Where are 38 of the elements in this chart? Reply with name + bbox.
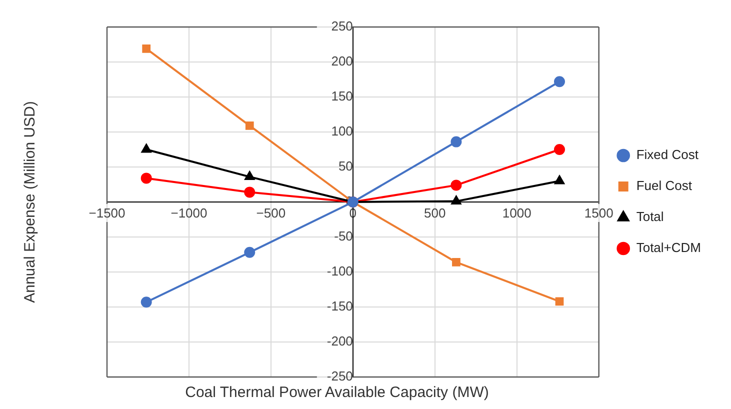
point <box>245 122 254 130</box>
y-tick-label: 250 <box>331 18 353 34</box>
y-tick-label: 150 <box>331 88 353 104</box>
x-tick-label: 1500 <box>584 205 614 220</box>
point <box>452 258 460 266</box>
point <box>450 180 462 191</box>
point <box>141 144 152 153</box>
legend-label: Fixed Cost <box>636 147 699 162</box>
y-tick-label: -50 <box>334 228 353 244</box>
point <box>554 176 564 184</box>
legend-label: Total+CDM <box>636 240 702 256</box>
point <box>244 186 256 198</box>
x-tick-label: 500 <box>424 205 446 220</box>
legend-label: Total <box>636 209 664 224</box>
point <box>244 246 256 258</box>
point <box>450 136 462 148</box>
point <box>142 44 151 53</box>
x-axis-title: Coal Thermal Power Available Capacity (MW) <box>185 384 489 401</box>
y-tick-label: 100 <box>331 124 353 139</box>
y-tick-label: 50 <box>338 158 353 174</box>
point <box>554 144 565 155</box>
legend-label: Fuel Cost <box>636 178 692 194</box>
x-tick-label: −1000 <box>170 205 208 220</box>
x-tick-label: −1500 <box>88 205 126 220</box>
y-tick-label: -250 <box>326 368 353 384</box>
point <box>555 297 564 306</box>
y-tick-label: -200 <box>326 334 353 349</box>
point <box>140 172 152 184</box>
x-tick-label: −500 <box>256 205 286 220</box>
x-tick-label: 1000 <box>502 205 532 220</box>
point <box>244 171 255 180</box>
y-tick-label: -150 <box>326 298 353 314</box>
point <box>140 296 152 308</box>
y-axis-title: Annual Expense (Million USD) <box>22 101 38 303</box>
point <box>554 76 565 88</box>
y-tick-label: -100 <box>326 264 353 279</box>
point <box>451 196 462 205</box>
y-tick-label: 200 <box>331 54 353 69</box>
